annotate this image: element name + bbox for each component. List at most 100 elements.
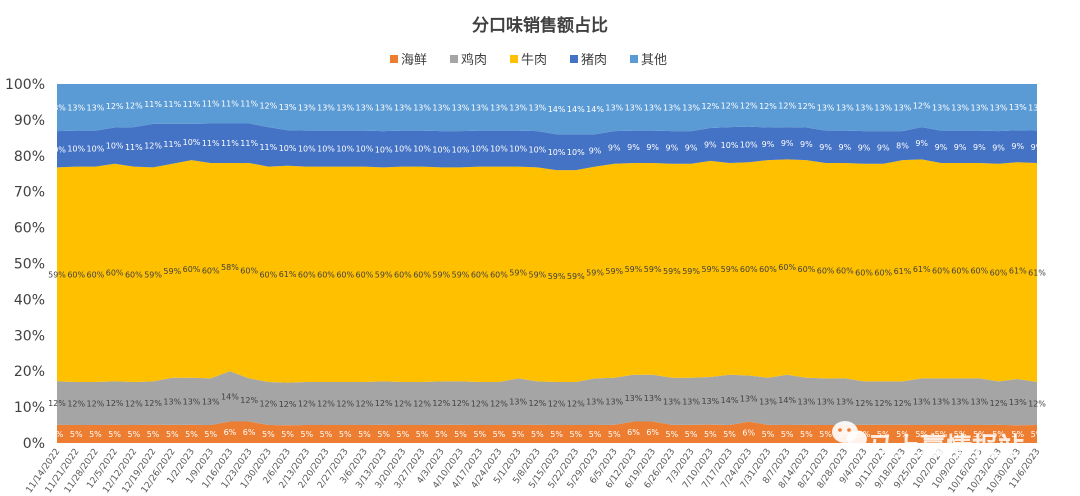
data-label: 13% — [701, 397, 719, 406]
data-label: 12% — [759, 102, 777, 111]
data-label: 10% — [375, 145, 393, 154]
data-label: 13% — [394, 103, 412, 112]
data-label: 5% — [666, 430, 679, 439]
data-label: 5% — [435, 430, 448, 439]
data-label: 11% — [163, 100, 181, 109]
data-label: 12% — [855, 399, 873, 408]
data-label: 13% — [432, 104, 450, 113]
data-label: 10% — [317, 145, 335, 154]
data-label: 60% — [855, 269, 873, 278]
data-label: 12% — [740, 101, 758, 110]
y-tick-label: 0% — [23, 436, 45, 452]
legend-item-2: 牛肉 — [510, 53, 547, 68]
data-label: 5% — [877, 430, 890, 439]
data-label: 12% — [778, 102, 796, 111]
data-label: 13% — [855, 104, 873, 113]
data-label: 10% — [452, 145, 470, 154]
area-series-1 — [57, 371, 1037, 426]
data-label: 13% — [1028, 103, 1046, 112]
data-label: 13% — [356, 103, 374, 112]
area-series-3 — [57, 123, 1037, 171]
data-label: 5% — [550, 430, 563, 439]
y-tick-label: 90% — [14, 113, 45, 129]
data-label: 10% — [721, 141, 739, 150]
data-label: 12% — [490, 400, 508, 409]
data-label: 60% — [836, 267, 854, 276]
data-label: 13% — [817, 398, 835, 407]
data-label: 13% — [951, 103, 969, 112]
data-label: 60% — [87, 270, 105, 279]
y-tick-label: 20% — [14, 364, 45, 380]
data-label: 5% — [800, 430, 813, 439]
data-label: 13% — [509, 103, 527, 112]
data-label: 13% — [836, 398, 854, 407]
data-label: 10% — [529, 145, 547, 154]
data-label: 11% — [259, 143, 277, 152]
data-label: 6% — [243, 428, 256, 437]
data-label: 6% — [627, 428, 640, 437]
data-label: 9% — [992, 143, 1005, 152]
data-label: 59% — [605, 267, 623, 276]
data-label: 5% — [512, 430, 525, 439]
data-label: 60% — [394, 270, 412, 279]
y-tick-label: 100% — [5, 77, 45, 93]
data-label: 13% — [1009, 398, 1027, 407]
data-label: 9% — [781, 139, 794, 148]
data-label: 11% — [125, 143, 143, 152]
data-label: 13% — [990, 104, 1008, 113]
data-label: 5% — [300, 430, 313, 439]
data-label: 5% — [935, 430, 948, 439]
data-label: 6% — [646, 428, 659, 437]
data-label: 12% — [721, 102, 739, 111]
area-series-2 — [57, 159, 1037, 383]
data-label: 10% — [548, 148, 566, 157]
data-label: 13% — [336, 103, 354, 112]
data-label: 10% — [106, 142, 124, 151]
data-label: 5% — [358, 430, 371, 439]
data-label: 60% — [490, 270, 508, 279]
data-label: 59% — [567, 272, 585, 281]
data-label: 10% — [183, 138, 201, 147]
data-label: 59% — [163, 267, 181, 276]
data-label: 60% — [336, 270, 354, 279]
data-label: 13% — [471, 103, 489, 112]
data-label: 12% — [548, 400, 566, 409]
data-label: 59% — [432, 270, 450, 279]
data-label: 10% — [509, 145, 527, 154]
data-label: 5% — [89, 430, 102, 439]
data-label: 5% — [1031, 430, 1044, 439]
legend-item-3: 猪肉 — [570, 53, 607, 68]
data-label: 9% — [646, 143, 659, 152]
data-label: 12% — [452, 399, 470, 408]
data-label: 11% — [202, 100, 220, 109]
y-tick-label: 60% — [14, 221, 45, 237]
data-label: 9% — [838, 143, 851, 152]
data-label: 12% — [874, 399, 892, 408]
data-label: 60% — [740, 265, 758, 274]
data-label: 10% — [356, 145, 374, 154]
data-label: 5% — [281, 430, 294, 439]
data-label: 5% — [781, 430, 794, 439]
data-label: 5% — [896, 430, 909, 439]
data-label: 5% — [762, 430, 775, 439]
data-label: 12% — [375, 399, 393, 408]
data-label: 12% — [990, 399, 1008, 408]
y-tick-label: 70% — [14, 185, 45, 201]
y-tick-label: 40% — [14, 292, 45, 308]
data-label: 5% — [723, 430, 736, 439]
data-label: 5% — [569, 430, 582, 439]
data-label: 13% — [413, 103, 431, 112]
data-label: 13% — [644, 394, 662, 403]
data-label: 13% — [490, 103, 508, 112]
data-label: 59% — [663, 267, 681, 276]
data-label: 10% — [413, 145, 431, 154]
y-tick-label: 10% — [14, 400, 45, 416]
y-tick-label: 50% — [14, 257, 45, 273]
data-label: 12% — [394, 400, 412, 409]
data-label: 13% — [67, 103, 85, 112]
data-label: 9% — [800, 140, 813, 149]
data-label: 12% — [798, 102, 816, 111]
data-label: 60% — [798, 265, 816, 274]
legend-label: 其他 — [641, 53, 667, 68]
data-label: 12% — [106, 399, 124, 408]
